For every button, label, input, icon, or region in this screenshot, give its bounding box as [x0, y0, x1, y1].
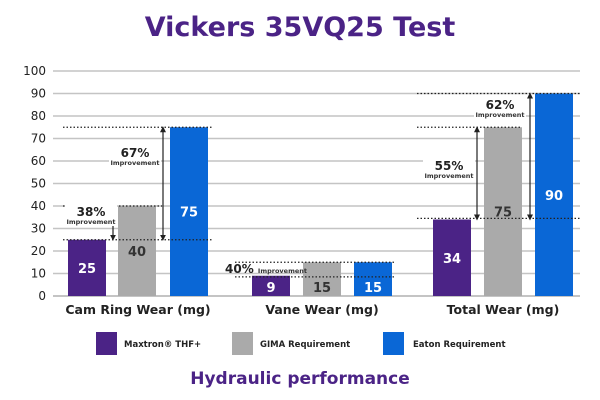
x-category-label: Total Wear (mg)	[447, 302, 560, 317]
data-label: 34	[443, 252, 461, 267]
data-label: 75	[180, 206, 198, 221]
data-label: 90	[545, 189, 563, 204]
data-label: 9	[266, 281, 275, 296]
improvement-percent: 38%	[77, 205, 106, 219]
y-tick-label: 50	[31, 177, 46, 191]
y-tick-label: 70	[31, 132, 46, 146]
legend-label: Maxtron® THF+	[124, 340, 201, 350]
bar	[252, 275, 290, 296]
improvement-label: Improvement	[110, 159, 159, 167]
improvement-label: Improvement	[66, 218, 115, 226]
bar	[68, 239, 106, 296]
improvement-label: 40% Improvement	[225, 262, 307, 276]
legend-label: Eaton Requirement	[413, 340, 506, 350]
chart-title: Vickers 35VQ25 Test	[145, 12, 456, 43]
bar	[303, 262, 341, 296]
bar	[170, 127, 208, 296]
bar	[433, 219, 471, 296]
y-tick-label: 0	[38, 289, 46, 303]
data-label: 15	[313, 281, 331, 296]
improvement-label: Improvement	[475, 111, 524, 119]
y-tick-label: 80	[31, 109, 46, 123]
y-tick-label: 90	[31, 87, 46, 101]
legend-swatch	[232, 332, 253, 355]
improvement-label: Improvement	[424, 172, 473, 180]
y-tick-label: 20	[31, 244, 46, 258]
y-tick-label: 60	[31, 154, 46, 168]
improvement-percent: 62%	[486, 98, 515, 112]
bar	[354, 262, 392, 296]
bar	[118, 206, 156, 296]
improvement-percent: 55%	[435, 159, 464, 173]
legend-swatch	[383, 332, 404, 355]
x-category-label: Vane Wear (mg)	[265, 302, 378, 317]
data-label: 40	[128, 245, 146, 260]
y-tick-label: 30	[31, 222, 46, 236]
data-label: 75	[494, 206, 512, 221]
chart-subtitle: Hydraulic performance	[190, 369, 410, 389]
data-label: 15	[364, 281, 382, 296]
y-tick-label: 40	[31, 199, 46, 213]
y-tick-label: 100	[23, 64, 46, 78]
bar	[535, 93, 573, 296]
legend-label: GIMA Requirement	[260, 340, 350, 350]
x-category-label: Cam Ring Wear (mg)	[65, 302, 210, 317]
y-tick-label: 10	[31, 267, 46, 281]
bar	[484, 127, 522, 296]
improvement-percent: 67%	[121, 146, 150, 160]
legend-swatch	[96, 332, 117, 355]
data-label: 25	[78, 262, 96, 277]
